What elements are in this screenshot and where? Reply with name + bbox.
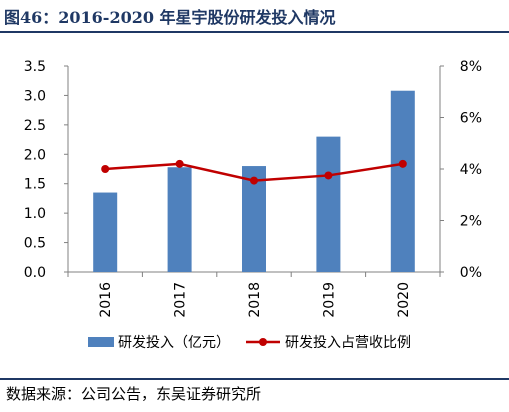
source-rule xyxy=(0,378,509,380)
left-axis-tick-label: 2.5 xyxy=(24,118,46,134)
line-point-rd-ratio xyxy=(398,159,407,168)
left-axis-tick-label: 2.0 xyxy=(24,147,46,163)
right-axis-tick-label: 0% xyxy=(460,265,482,281)
left-axis-tick-label: 1.5 xyxy=(24,177,46,193)
bar-rd-investment xyxy=(167,167,192,272)
left-axis-tick-label: 3.0 xyxy=(24,88,46,104)
left-axis-tick-label: 0.5 xyxy=(24,236,46,252)
line-point-rd-ratio xyxy=(324,171,333,180)
left-axis-tick-label: 3.5 xyxy=(24,59,46,75)
bar-rd-investment xyxy=(390,90,415,272)
source-note: 数据来源：公司公告，东吴证券研究所 xyxy=(6,385,262,403)
x-axis-category-label: 2019 xyxy=(321,282,337,318)
bar-rd-investment xyxy=(316,136,341,272)
legend-marker-line xyxy=(259,338,267,346)
left-axis-tick-label: 0.0 xyxy=(24,265,46,281)
bar-rd-investment xyxy=(93,192,118,272)
legend-label-bar: 研发投入（亿元） xyxy=(118,335,230,351)
figure-title: 图46：2016-2020 年星宇股份研发投入情况 xyxy=(4,8,336,27)
right-axis-tick-label: 8% xyxy=(460,59,482,75)
x-axis-category-label: 2018 xyxy=(247,282,263,318)
right-axis-tick-label: 6% xyxy=(460,111,482,127)
x-axis-category-label: 2016 xyxy=(98,282,114,318)
right-axis-tick-label: 2% xyxy=(460,214,482,230)
line-point-rd-ratio xyxy=(101,165,110,173)
line-point-rd-ratio xyxy=(250,176,258,185)
combo-chart: 0.0 0.5 1.0 1.5 2.0 2.5 3.0 3.5 0% 2% 4% 6% 8% 2016 20… xyxy=(24,59,482,351)
right-axis-tick-label: 4% xyxy=(460,162,482,178)
legend-label-line: 研发投入占营收比例 xyxy=(285,335,411,351)
legend-swatch-bar xyxy=(88,337,114,347)
left-axis-tick-label: 1.0 xyxy=(24,206,46,222)
title-rule xyxy=(0,31,509,33)
x-axis-category-label: 2017 xyxy=(173,282,189,318)
x-axis-category-label: 2020 xyxy=(396,282,412,318)
line-point-rd-ratio xyxy=(175,159,184,168)
